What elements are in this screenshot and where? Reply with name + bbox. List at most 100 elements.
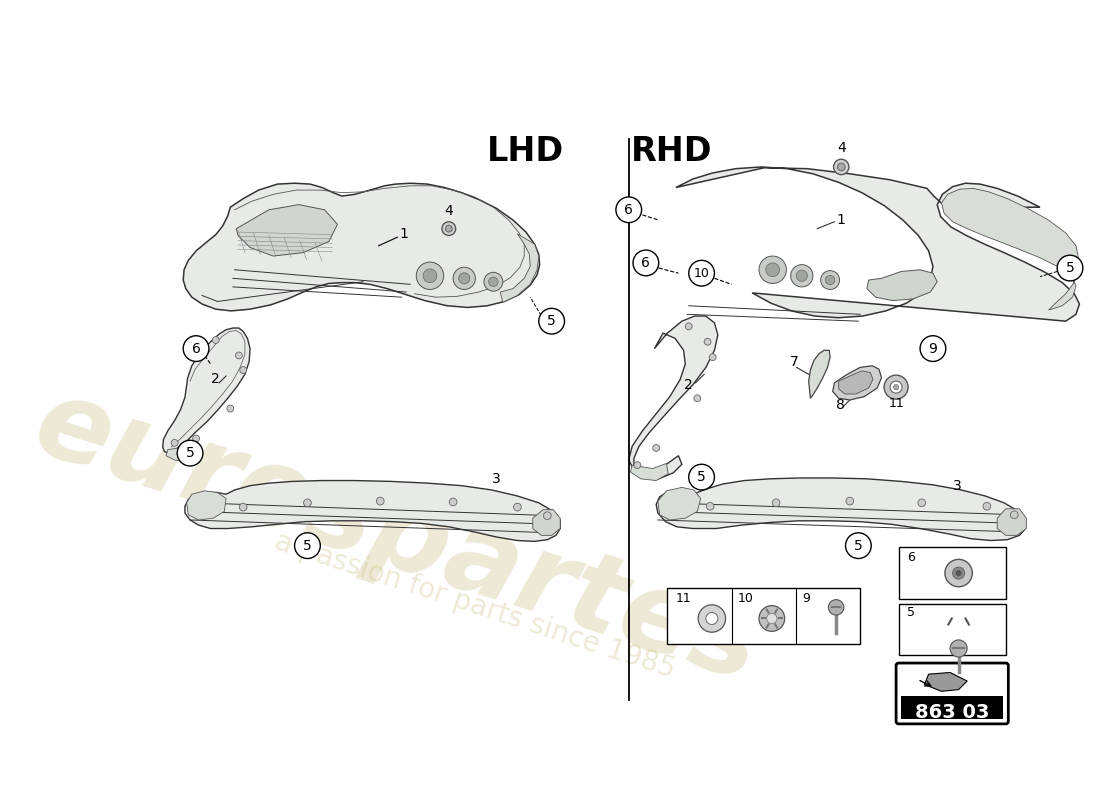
Polygon shape [657,478,1025,541]
Bar [899,604,1005,655]
Circle shape [543,512,551,519]
Circle shape [416,262,443,290]
Text: 5: 5 [697,470,706,484]
Bar [668,589,860,644]
Circle shape [766,263,780,277]
Text: 4: 4 [444,204,453,218]
Circle shape [825,275,835,285]
Circle shape [685,323,692,330]
Text: 9: 9 [928,342,937,355]
Text: 10: 10 [694,266,710,280]
Circle shape [304,499,311,506]
Circle shape [791,265,813,287]
Circle shape [828,600,844,615]
Circle shape [953,567,965,579]
Text: 10: 10 [738,592,754,606]
Circle shape [983,502,991,510]
Text: LHD: LHD [487,135,564,168]
Bar [901,696,1003,718]
Circle shape [376,498,384,505]
Bar [899,547,1005,598]
Circle shape [446,226,452,232]
Circle shape [235,352,242,359]
Circle shape [484,272,503,291]
Text: 5: 5 [304,538,311,553]
Circle shape [846,533,871,558]
Polygon shape [187,491,225,520]
Polygon shape [532,510,560,535]
Circle shape [295,533,320,558]
Text: 9: 9 [803,592,811,606]
Polygon shape [658,487,701,520]
Text: 2: 2 [210,373,219,386]
Polygon shape [924,673,967,691]
Circle shape [884,375,909,399]
Circle shape [834,159,849,174]
Circle shape [424,269,437,282]
Text: 3: 3 [492,472,500,486]
Text: 8: 8 [836,398,845,411]
Text: 5: 5 [908,606,915,619]
Circle shape [704,338,711,345]
Circle shape [634,462,640,469]
Circle shape [920,336,946,362]
Circle shape [449,498,456,506]
Text: 5: 5 [1066,261,1075,275]
Polygon shape [808,350,830,398]
Polygon shape [942,188,1079,310]
Circle shape [890,381,902,393]
Circle shape [616,197,641,222]
Circle shape [1011,511,1019,518]
Circle shape [184,336,209,362]
Text: RHD: RHD [630,135,713,168]
Text: 6: 6 [908,551,915,564]
Polygon shape [166,443,200,462]
Polygon shape [998,509,1026,535]
Circle shape [442,222,455,235]
Circle shape [837,163,845,171]
Polygon shape [236,205,338,256]
Circle shape [796,270,807,282]
Circle shape [240,503,248,511]
Circle shape [893,385,899,390]
Circle shape [706,613,718,625]
Circle shape [821,270,839,290]
Polygon shape [833,366,881,400]
Circle shape [706,502,714,510]
Circle shape [767,614,777,624]
Circle shape [453,267,475,290]
Text: 6: 6 [625,202,634,217]
Circle shape [539,308,564,334]
Circle shape [172,439,178,446]
Circle shape [192,435,199,442]
Polygon shape [867,270,937,301]
Text: 2: 2 [684,378,693,391]
Circle shape [694,395,701,402]
Text: 6: 6 [191,342,200,355]
Polygon shape [630,463,668,481]
Circle shape [240,366,246,374]
Text: 5: 5 [854,538,862,553]
Text: a passion for parts since 1985: a passion for parts since 1985 [271,527,679,684]
Text: 4: 4 [837,141,846,154]
Circle shape [488,277,498,286]
Circle shape [459,273,470,284]
Polygon shape [185,481,560,542]
Circle shape [689,260,714,286]
Polygon shape [675,167,1079,321]
Text: 11: 11 [675,592,692,606]
Circle shape [917,499,925,506]
Polygon shape [838,371,873,394]
Text: 1: 1 [399,226,408,241]
Text: 3: 3 [953,478,961,493]
Text: 11: 11 [888,397,904,410]
Text: 1: 1 [836,213,845,227]
Circle shape [945,559,972,586]
Circle shape [177,440,202,466]
Circle shape [759,256,786,283]
Circle shape [772,499,780,506]
Text: eurospartes: eurospartes [22,370,773,705]
Circle shape [514,503,521,511]
Circle shape [689,464,714,490]
Polygon shape [500,234,539,302]
